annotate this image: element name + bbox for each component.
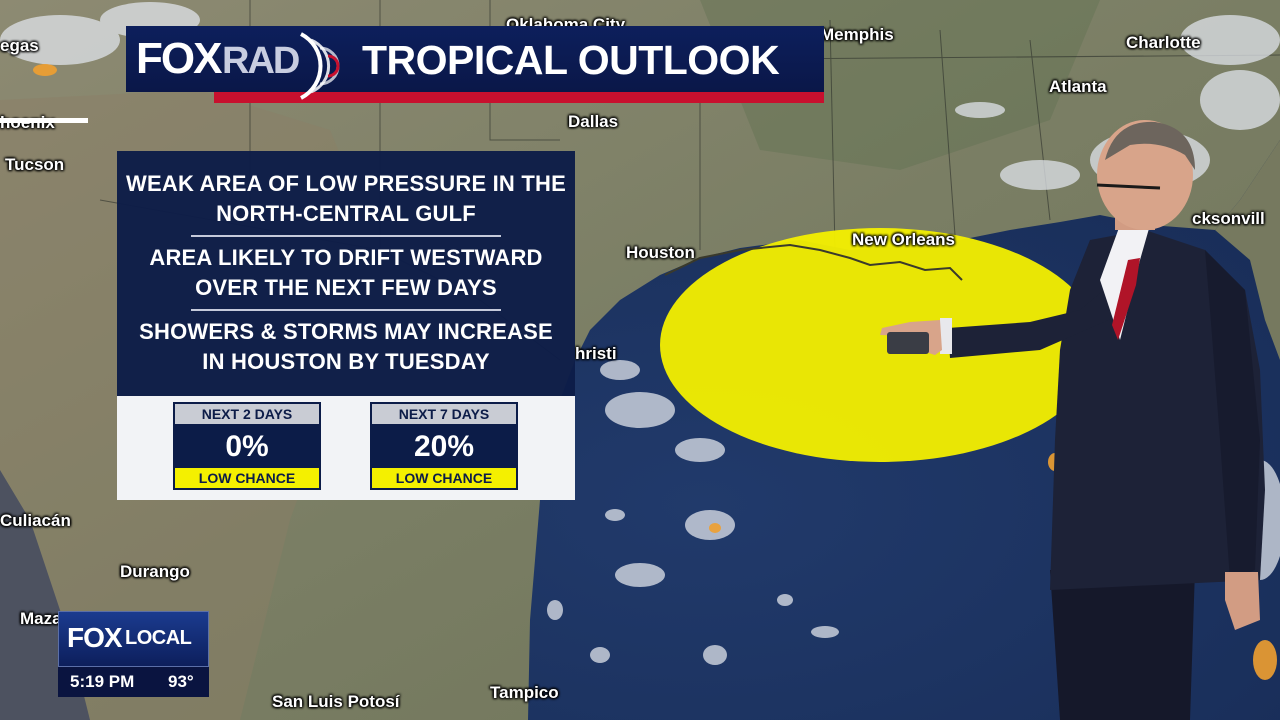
panel-divider [191,235,501,237]
outlook-area [660,228,1100,462]
foxrad-logo-rad: RAD [222,40,300,82]
city-label-memphis: Memphis [820,25,894,44]
panel-text-line-1a: WEAK AREA OF LOW PRESSURE IN THE [126,171,566,196]
chance-panel: NEXT 2 DAYS 0% LOW CHANCE NEXT 7 DAYS 20… [117,396,575,500]
city-label-charlotte: Charlotte [1126,33,1201,52]
city-label-dallas: Dallas [568,112,619,131]
city-label-corpus-christi: hristi [575,344,617,363]
panel-text-line-2a: AREA LIKELY TO DRIFT WESTWARD [149,245,543,270]
city-label-atlanta: Atlanta [1049,77,1107,96]
chance-label: LOW CHANCE [175,468,319,488]
city-label-culiacan: Culiacán [0,511,71,530]
city-label-vegas: egas [0,36,39,55]
city-label-jacksonville: cksonvill [1192,209,1265,228]
panel-text-line-3b: IN HOUSTON BY TUESDAY [202,349,490,374]
chance-value: 20% [372,426,516,468]
presenter-figure [880,120,1265,720]
panel-text-line-1b: NORTH-CENTRAL GULF [216,201,476,226]
current-temperature: 93° [168,672,194,691]
header-background [126,26,824,92]
foxrad-logo-fox: FOX [136,34,222,83]
city-label-phoenix: hoenix [0,113,55,133]
bug-fox-text: FOX [67,622,123,653]
city-label-san-luis-potosi: San Luis Potosí [272,692,400,711]
city-label-houston: Houston [626,243,695,262]
chance-period: NEXT 7 DAYS [372,404,516,426]
current-time: 5:19 PM [70,672,135,691]
city-label-new-orleans: New Orleans [852,230,955,249]
chance-box-7-day: NEXT 7 DAYS 20% LOW CHANCE [370,402,518,490]
panel-divider [191,309,501,311]
chance-value: 0% [175,426,319,468]
radar-waves-icon [300,32,340,100]
header-banner: FOX RAD TROPICAL OUTLOOK [0,26,824,123]
panel-text-line-3a: SHOWERS & STORMS MAY INCREASE [139,319,553,344]
chance-label: LOW CHANCE [372,468,516,488]
header-red-stripe [214,92,824,103]
panel-text-line-2b: OVER THE NEXT FEW DAYS [195,275,497,300]
chance-period: NEXT 2 DAYS [175,404,319,426]
city-label-tampico: Tampico [490,683,559,702]
fox-local-bug: FOX LOCAL 5:19 PM 93° [58,611,209,697]
city-label-mazatlan: Maza [20,609,62,628]
header-accent-line [0,118,88,123]
info-panel: WEAK AREA OF LOW PRESSURE IN THE NORTH-C… [117,151,575,396]
city-label-durango: Durango [120,562,190,581]
page-title: TROPICAL OUTLOOK [362,37,780,83]
time-temp-bar: 5:19 PM 93° [58,667,209,697]
chance-box-2-day: NEXT 2 DAYS 0% LOW CHANCE [173,402,321,490]
city-label-tucson: Tucson [5,155,65,174]
fox-local-logo: FOX LOCAL [58,611,209,667]
bug-local-text: LOCAL [125,627,192,649]
